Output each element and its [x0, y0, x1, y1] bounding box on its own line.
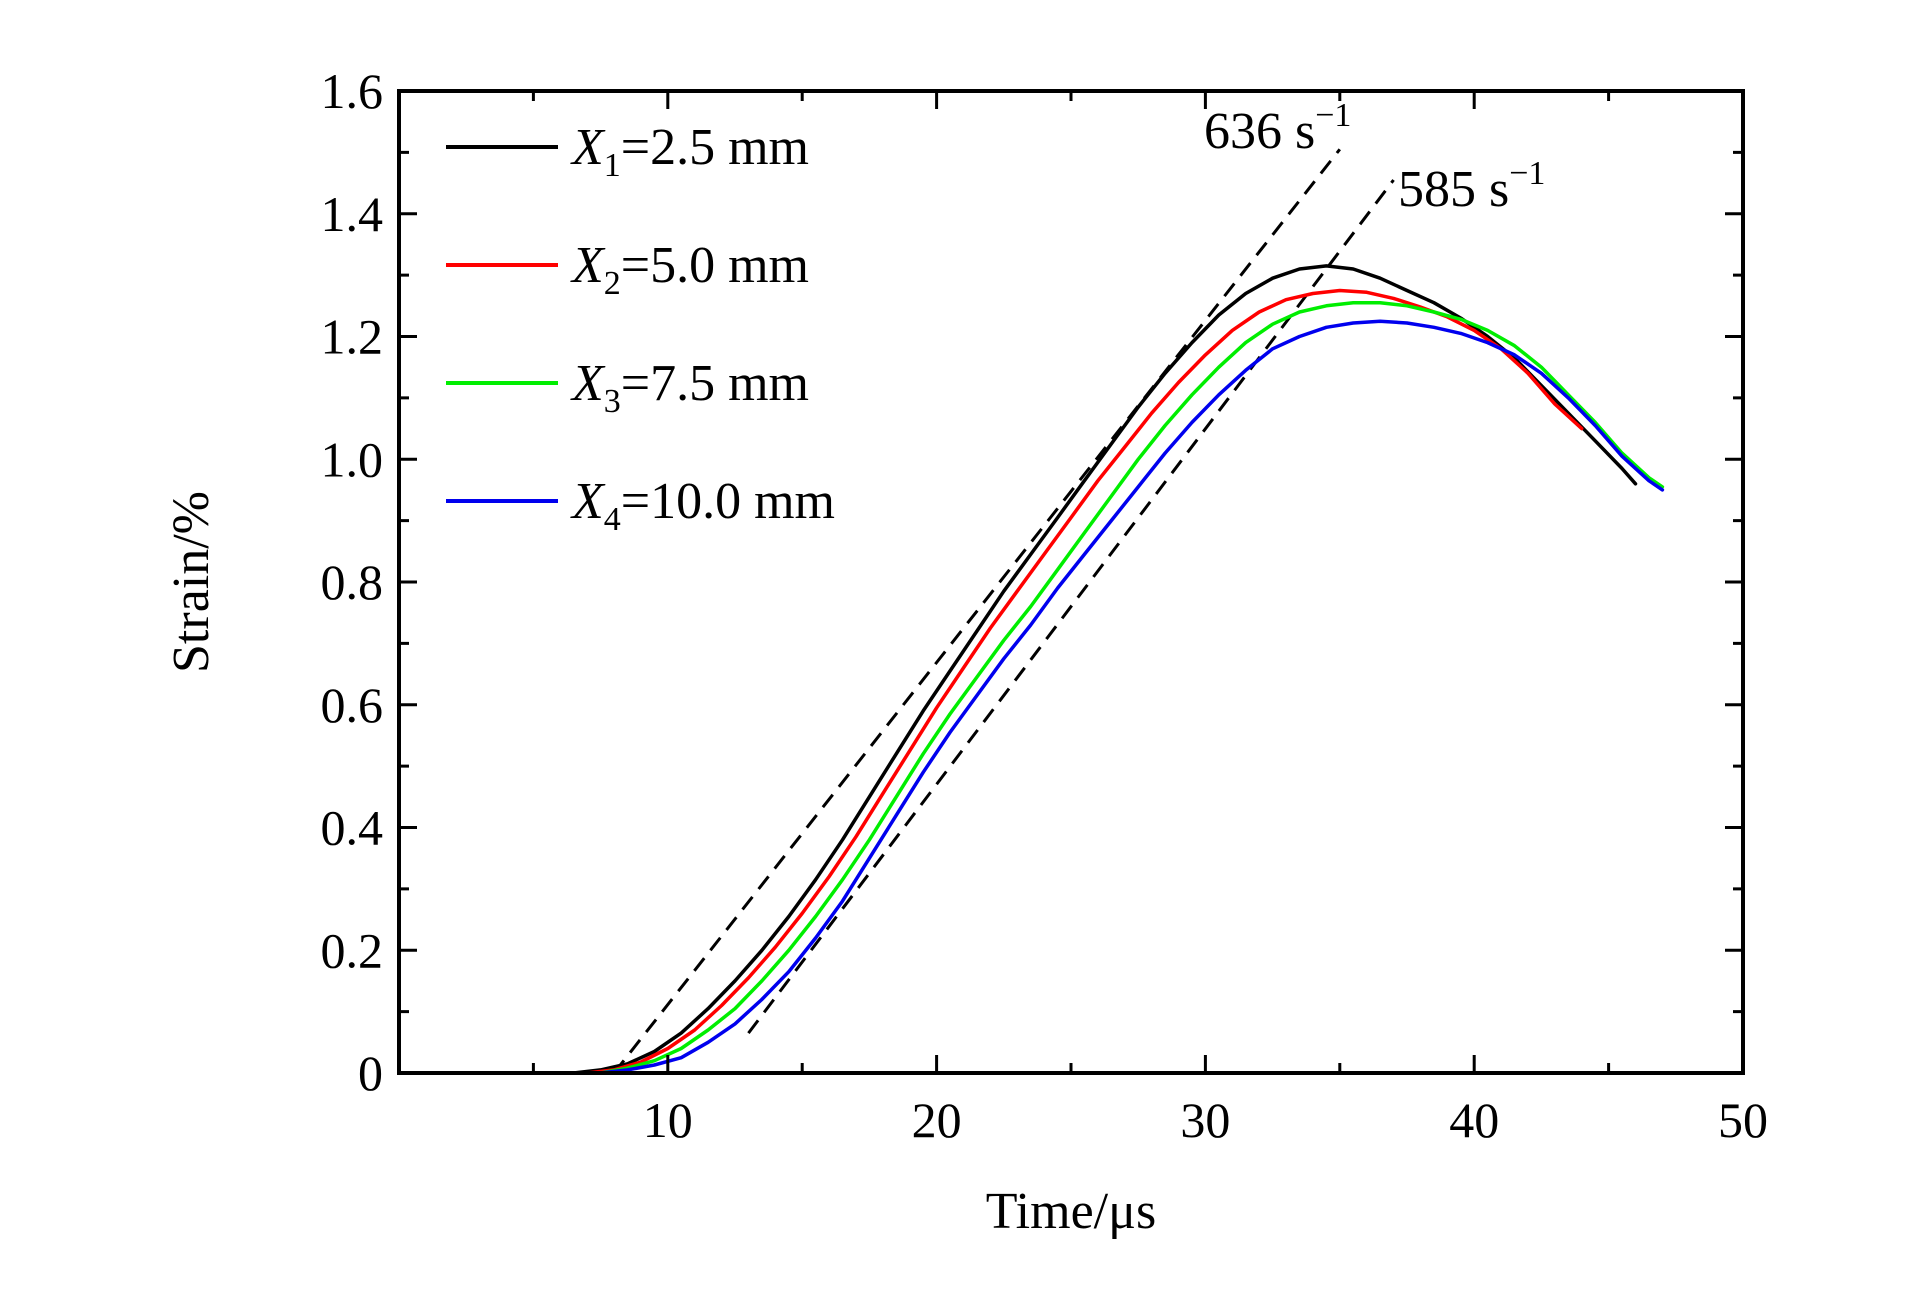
reference-line: [612, 148, 1341, 1073]
x-tick-label: 50: [1718, 1092, 1768, 1148]
tick-labels: 10 20 30 40 50 0 0.2 0.4 0.6 0.8 1.0 1.2 1.4 1.6: [321, 63, 1769, 1148]
legend-label-1: X1=2.5 mm: [570, 119, 809, 184]
axis-ticks: [399, 89, 1745, 1075]
y-tick-label: 0.4: [321, 800, 384, 856]
series-line-4: [598, 319, 1665, 1073]
rate-annotations: 636 s−1 585 s−1: [1204, 97, 1545, 218]
rate-label-1: 636 s−1: [1204, 97, 1351, 160]
x-axis-title: Time/μs: [986, 1183, 1156, 1240]
legend: X1=2.5 mm X2=5.0 mm X3=7.5 mm X4=10.0 mm: [446, 119, 835, 538]
series-lines: [571, 264, 1665, 1073]
x-tick-label: 30: [1180, 1092, 1230, 1148]
y-tick-label: 0.8: [321, 554, 384, 610]
y-axis-title: Strain/%: [163, 491, 220, 673]
series-line-3: [598, 300, 1665, 1073]
legend-label-2: X2=5.0 mm: [570, 237, 809, 302]
y-tick-label: 1.2: [321, 309, 384, 365]
x-tick-label: 10: [643, 1092, 693, 1148]
y-tick-label: 1.6: [321, 63, 384, 119]
legend-label-3: X3=7.5 mm: [570, 355, 809, 420]
y-tick-label: 0.2: [321, 922, 384, 978]
y-tick-label: 1.4: [321, 186, 384, 242]
y-tick-label: 0: [358, 1045, 383, 1101]
y-tick-label: 1.0: [321, 431, 384, 487]
x-tick-label: 20: [912, 1092, 962, 1148]
x-tick-label: 40: [1449, 1092, 1499, 1148]
rate-label-2: 585 s−1: [1398, 155, 1545, 218]
reference-line: [747, 179, 1395, 1035]
series-line-2: [585, 288, 1584, 1073]
reference-lines: [612, 148, 1395, 1073]
y-tick-label: 0.6: [321, 677, 384, 733]
legend-label-4: X4=10.0 mm: [570, 473, 835, 538]
